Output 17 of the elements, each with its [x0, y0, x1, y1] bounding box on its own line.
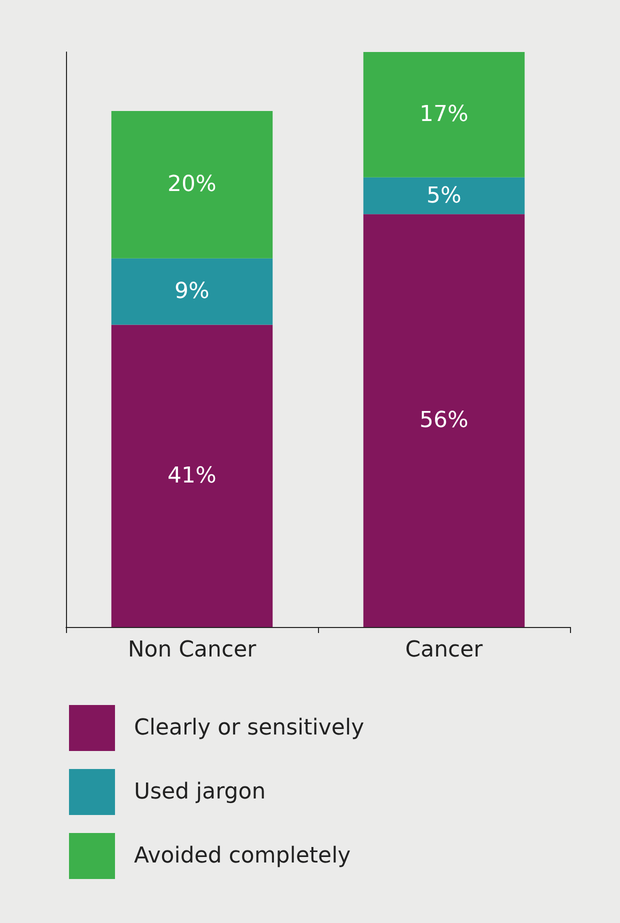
- bar: [363, 177, 525, 214]
- x-tick-label: Non Cancer: [128, 638, 258, 662]
- bar: [363, 52, 525, 178]
- data-label: 20%: [168, 172, 216, 198]
- legend-label: Used jargon: [134, 780, 266, 804]
- bar: [363, 214, 525, 627]
- data-label: 56%: [420, 408, 468, 434]
- legend-label: Clearly or sensitively: [134, 716, 364, 740]
- bar: [111, 324, 273, 627]
- data-label: 9%: [174, 279, 210, 304]
- bar: [111, 258, 273, 325]
- legend-label: Avoided completely: [134, 844, 351, 868]
- data-label: 17%: [420, 102, 468, 128]
- data-label: 41%: [168, 463, 216, 488]
- x-tick-label: Cancer: [405, 638, 484, 662]
- bar: [111, 110, 273, 258]
- data-label: 5%: [426, 183, 462, 208]
